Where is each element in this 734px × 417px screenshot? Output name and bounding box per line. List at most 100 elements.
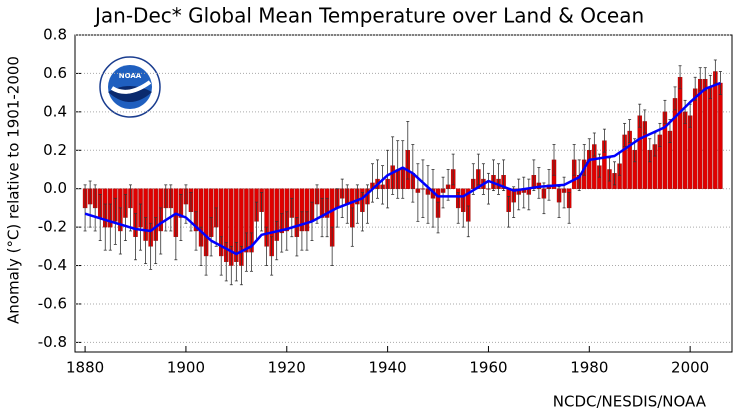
bar — [708, 86, 713, 189]
error-bar — [159, 207, 163, 255]
x-tick-label: 1880 — [66, 359, 104, 377]
error-bar — [481, 163, 485, 195]
y-tick-label: -0.4 — [38, 256, 67, 274]
error-bar — [219, 236, 223, 276]
error-bar — [189, 192, 193, 232]
error-bar — [370, 163, 374, 203]
chart-title: Jan-Dec* Global Mean Temperature over La… — [93, 4, 644, 28]
error-bar — [421, 159, 425, 218]
error-bar — [537, 167, 541, 199]
error-bar — [497, 163, 501, 195]
error-bar — [466, 205, 470, 238]
error-bar — [713, 59, 717, 84]
error-bar — [592, 132, 596, 157]
error-bar — [209, 217, 213, 257]
error-bar — [512, 186, 516, 218]
error-bar — [179, 194, 183, 241]
x-tick-label: 1920 — [268, 359, 306, 377]
error-bar — [441, 176, 445, 209]
y-tick-label: -0.8 — [38, 333, 67, 351]
error-bar — [476, 153, 480, 186]
error-bar — [365, 184, 369, 224]
error-bar — [214, 207, 218, 247]
error-bar — [643, 109, 647, 134]
error-bar — [532, 159, 536, 192]
error-bar — [486, 172, 490, 205]
x-tick-label: 1940 — [369, 359, 407, 377]
error-bar — [325, 197, 329, 238]
error-bar — [123, 194, 127, 241]
y-tick-label: 0.4 — [43, 102, 67, 120]
plot-frame — [74, 34, 733, 353]
error-bar — [381, 165, 385, 205]
error-bar — [391, 136, 395, 195]
error-bar — [154, 217, 158, 265]
error-bar — [386, 149, 390, 209]
error-bar — [426, 165, 430, 224]
y-tick-label: 0.0 — [43, 179, 67, 197]
error-bar — [517, 178, 521, 211]
x-tick-label: 1980 — [570, 359, 608, 377]
bar — [718, 82, 723, 189]
y-tick-label: -0.6 — [38, 294, 67, 312]
error-bar — [330, 226, 334, 266]
source: NCDC/NESDIS/NOAA — [553, 393, 707, 411]
error-bar — [613, 161, 617, 186]
error-bar — [139, 203, 143, 251]
error-bar — [128, 184, 132, 232]
x-tick-label: 1900 — [167, 359, 205, 377]
error-bar — [678, 65, 682, 90]
bar — [713, 71, 718, 189]
error-bar — [144, 217, 148, 265]
error-bar — [295, 217, 299, 257]
error-bar — [658, 122, 662, 147]
error-bar — [194, 211, 198, 251]
error-bar — [285, 211, 289, 251]
error-bar — [431, 169, 435, 228]
error-bar — [108, 203, 112, 251]
error-bar — [376, 159, 380, 199]
error-bar — [623, 122, 627, 147]
logo-bird — [110, 80, 152, 94]
error-bar — [169, 184, 173, 232]
error-bar — [507, 195, 511, 228]
error-bar — [315, 184, 319, 224]
error-bar — [103, 203, 107, 251]
smooth-line — [84, 81, 721, 256]
logo-text: NOAA — [119, 72, 142, 80]
error-bar — [638, 103, 642, 128]
bar — [703, 78, 708, 189]
error-bar — [260, 192, 264, 232]
y-axis-label: Anomaly (°C) relative to 1901-2000 — [5, 56, 23, 324]
bar — [677, 77, 683, 189]
error-bar — [552, 144, 556, 176]
error-bar — [683, 99, 687, 124]
y-tick-label: 0.2 — [43, 141, 67, 159]
error-bar — [572, 144, 576, 176]
error-bar — [446, 169, 450, 201]
error-bar — [401, 140, 405, 199]
error-bar — [83, 184, 87, 232]
error-bar — [244, 232, 248, 272]
error-bar — [88, 180, 92, 228]
y-tick-label: 0.6 — [43, 64, 67, 82]
error-bar — [199, 226, 203, 266]
error-bar — [663, 99, 667, 124]
error-bar — [280, 213, 284, 253]
error-bar — [567, 192, 571, 224]
error-bar — [275, 220, 279, 261]
error-bar — [562, 176, 566, 209]
error-bar — [436, 201, 440, 234]
error-bar — [698, 67, 702, 92]
logo: NOAA — [99, 56, 161, 118]
error-bar — [118, 207, 122, 255]
error-bar — [416, 163, 420, 222]
error-bar — [305, 211, 309, 251]
x-tick-label: 2000 — [671, 359, 709, 377]
y-tick-label: -0.2 — [38, 218, 67, 236]
error-bar — [557, 186, 561, 218]
error-bar — [628, 119, 632, 143]
error-bar — [340, 178, 344, 218]
error-bar — [270, 236, 274, 276]
